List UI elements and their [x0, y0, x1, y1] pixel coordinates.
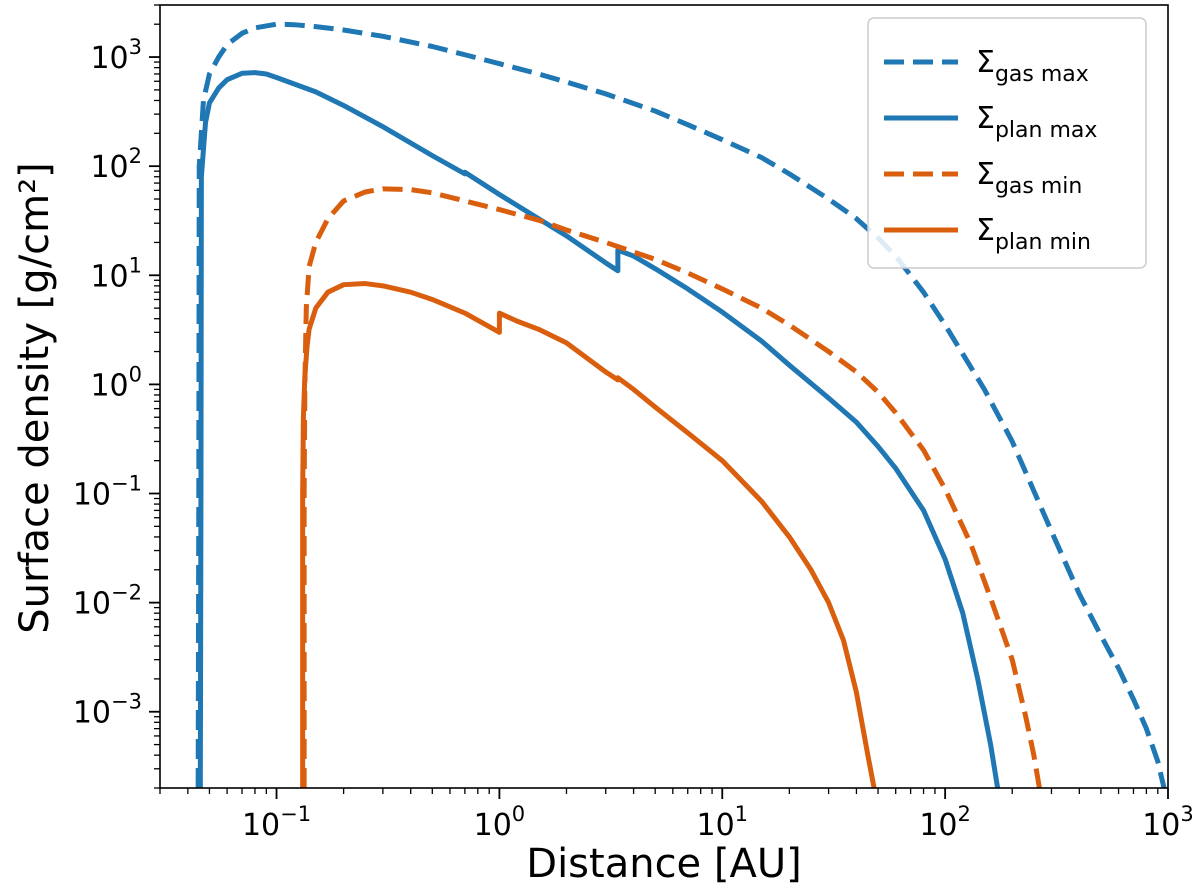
y-tick-label: 10−3	[73, 690, 142, 731]
y-tick-label: 103	[90, 35, 142, 76]
legend-label: Σgas max	[976, 45, 1089, 87]
legend-label: Σplan max	[976, 101, 1097, 143]
y-tick-label: 102	[90, 144, 142, 185]
legend-frame	[867, 17, 1147, 269]
x-tick-label: 103	[1142, 802, 1194, 843]
x-axis-title: Distance [AU]	[526, 841, 801, 887]
series-line-gas-min	[301, 186, 1042, 788]
x-tick-label: 10−1	[242, 802, 311, 843]
plot-frame	[159, 4, 1169, 789]
series-line-plan-min	[300, 281, 877, 788]
x-tick-label: 101	[696, 802, 748, 843]
y-axis-title: Surface density [g/cm²]	[12, 162, 58, 634]
y-axis: 10−3 10−2 10−1 100 101 102 103	[73, 4, 160, 789]
x-axis: 10−1 100 101 102 103	[159, 788, 1194, 843]
x-tick-label: 100	[474, 802, 526, 843]
series-line-plan-max	[197, 70, 1001, 788]
y-tick-label: 10−1	[73, 472, 142, 513]
legend-label: Σplan min	[976, 213, 1091, 255]
x-tick-label: 102	[919, 802, 971, 843]
legend-label: Σgas min	[976, 157, 1082, 199]
legend: Σgas max Σplan max Σgas min Σplan min	[867, 17, 1147, 269]
y-tick-label: 101	[90, 253, 142, 294]
y-tick-label: 10−2	[73, 581, 142, 622]
series-line-gas-max	[195, 21, 1167, 788]
series-layer	[195, 21, 1167, 788]
y-tick-label: 100	[90, 362, 142, 403]
